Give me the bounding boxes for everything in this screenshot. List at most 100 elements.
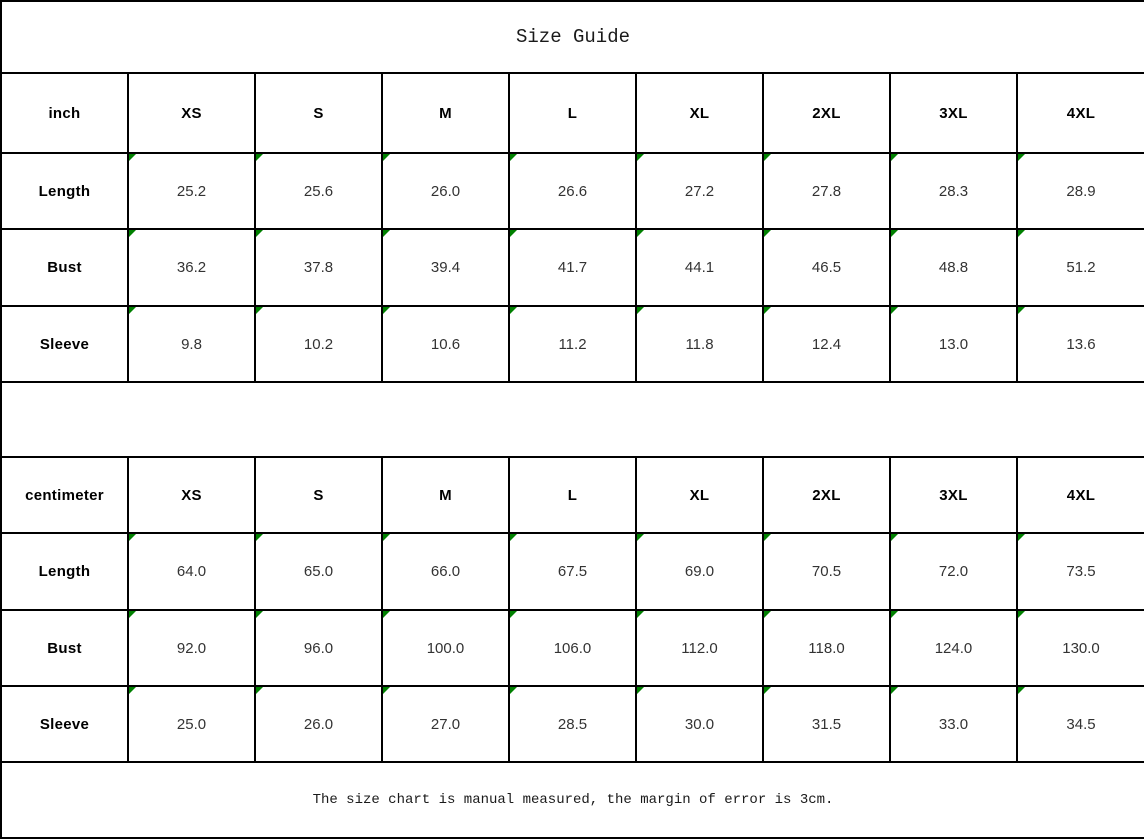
inch-length-xl: 27.2 xyxy=(635,152,764,230)
size-value: 41.7 xyxy=(557,259,588,276)
size-value: 106.0 xyxy=(553,639,592,657)
inch-bust-m: 39.4 xyxy=(381,228,510,307)
size-value: 73.5 xyxy=(1066,563,1096,580)
corner-marker-icon xyxy=(257,308,263,314)
size-value: 25.0 xyxy=(176,715,207,733)
corner-marker-icon xyxy=(765,612,771,618)
size-value: 44.1 xyxy=(684,259,715,276)
cm-length-m: 66.0 xyxy=(381,532,510,611)
corner-marker-icon xyxy=(384,155,390,161)
corner-marker-icon xyxy=(130,688,136,694)
cm-length-xl: 69.0 xyxy=(635,532,764,611)
size-value: 69.0 xyxy=(684,563,715,580)
size-value: 70.5 xyxy=(811,563,842,580)
size-value: 25.2 xyxy=(176,182,207,200)
corner-marker-icon xyxy=(130,308,136,314)
corner-marker-icon xyxy=(638,535,644,541)
corner-marker-icon xyxy=(257,535,263,541)
size-value: 39.4 xyxy=(430,259,461,276)
corner-marker-icon xyxy=(638,155,644,161)
corner-marker-icon xyxy=(765,231,771,237)
inch-bust-4xl: 51.2 xyxy=(1015,228,1144,307)
size-value: 66.0 xyxy=(430,563,461,580)
size-value: 9.8 xyxy=(181,335,202,353)
corner-marker-icon xyxy=(892,231,898,237)
inch-sleeve-4xl: 13.6 xyxy=(1015,305,1144,383)
size-value: 11.8 xyxy=(685,335,714,353)
size-value: 67.5 xyxy=(557,563,588,580)
corner-marker-icon xyxy=(1019,688,1025,694)
corner-marker-icon xyxy=(384,535,390,541)
inch-bust-xl: 44.1 xyxy=(635,228,764,307)
cm-length-4xl: 73.5 xyxy=(1015,532,1144,611)
corner-marker-icon xyxy=(130,155,136,161)
inch-size-header-3xl: 3XL xyxy=(889,72,1018,154)
size-value: 48.8 xyxy=(938,259,969,276)
cm-length-xs: 64.0 xyxy=(127,532,256,611)
cm-bust-xl: 112.0 xyxy=(635,609,764,687)
size-value: 26.6 xyxy=(557,182,588,200)
inch-row-label-sleeve: Sleeve xyxy=(0,305,129,383)
size-value: 28.9 xyxy=(1066,182,1096,200)
size-value: 27.0 xyxy=(430,715,461,733)
inch-length-m: 26.0 xyxy=(381,152,510,230)
corner-marker-icon xyxy=(638,231,644,237)
corner-marker-icon xyxy=(765,308,771,314)
inch-size-header-xs: XS xyxy=(127,72,256,154)
cm-row-label-length: Length xyxy=(0,532,129,611)
size-value: 64.0 xyxy=(176,563,207,580)
cm-bust-l: 106.0 xyxy=(508,609,637,687)
corner-marker-icon xyxy=(765,535,771,541)
corner-marker-icon xyxy=(511,155,517,161)
size-value: 27.2 xyxy=(684,182,715,200)
corner-marker-icon xyxy=(257,612,263,618)
inch-unit-header: inch xyxy=(0,72,129,154)
size-value: 37.8 xyxy=(303,259,334,276)
cm-bust-s: 96.0 xyxy=(254,609,383,687)
corner-marker-icon xyxy=(765,155,771,161)
inch-length-3xl: 28.3 xyxy=(889,152,1018,230)
corner-marker-icon xyxy=(130,535,136,541)
size-value: 65.0 xyxy=(303,563,334,580)
corner-marker-icon xyxy=(892,155,898,161)
inch-sleeve-m: 10.6 xyxy=(381,305,510,383)
size-value: 51.2 xyxy=(1066,259,1096,276)
inch-bust-3xl: 48.8 xyxy=(889,228,1018,307)
size-value: 92.0 xyxy=(176,639,207,657)
size-value: 46.5 xyxy=(811,259,842,276)
cm-sleeve-s: 26.0 xyxy=(254,685,383,763)
cm-size-header-3xl: 3XL xyxy=(889,456,1018,534)
size-value: 112.0 xyxy=(681,639,718,657)
cm-length-2xl: 70.5 xyxy=(762,532,891,611)
size-value: 33.0 xyxy=(938,715,969,733)
corner-marker-icon xyxy=(384,308,390,314)
corner-marker-icon xyxy=(130,612,136,618)
corner-marker-icon xyxy=(511,308,517,314)
inch-length-xs: 25.2 xyxy=(127,152,256,230)
size-value: 30.0 xyxy=(684,715,715,733)
size-value: 100.0 xyxy=(426,639,465,657)
corner-marker-icon xyxy=(257,155,263,161)
inch-length-s: 25.6 xyxy=(254,152,383,230)
inch-length-2xl: 27.8 xyxy=(762,152,891,230)
corner-marker-icon xyxy=(257,231,263,237)
size-value: 36.2 xyxy=(176,259,207,276)
size-value: 124.0 xyxy=(934,639,973,657)
inch-size-header-2xl: 2XL xyxy=(762,72,891,154)
corner-marker-icon xyxy=(1019,308,1025,314)
size-value: 130.0 xyxy=(1062,639,1100,657)
inch-size-header-m: M xyxy=(381,72,510,154)
inch-size-header-l: L xyxy=(508,72,637,154)
size-value: 28.3 xyxy=(938,182,969,200)
cm-size-header-2xl: 2XL xyxy=(762,456,891,534)
corner-marker-icon xyxy=(511,612,517,618)
inch-sleeve-xs: 9.8 xyxy=(127,305,256,383)
size-value: 27.8 xyxy=(811,182,842,200)
corner-marker-icon xyxy=(1019,612,1025,618)
corner-marker-icon xyxy=(384,688,390,694)
inch-row-label-bust: Bust xyxy=(0,228,129,307)
cm-sleeve-2xl: 31.5 xyxy=(762,685,891,763)
footer-note: The size chart is manual measured, the m… xyxy=(0,761,1144,839)
size-value: 72.0 xyxy=(938,563,969,580)
